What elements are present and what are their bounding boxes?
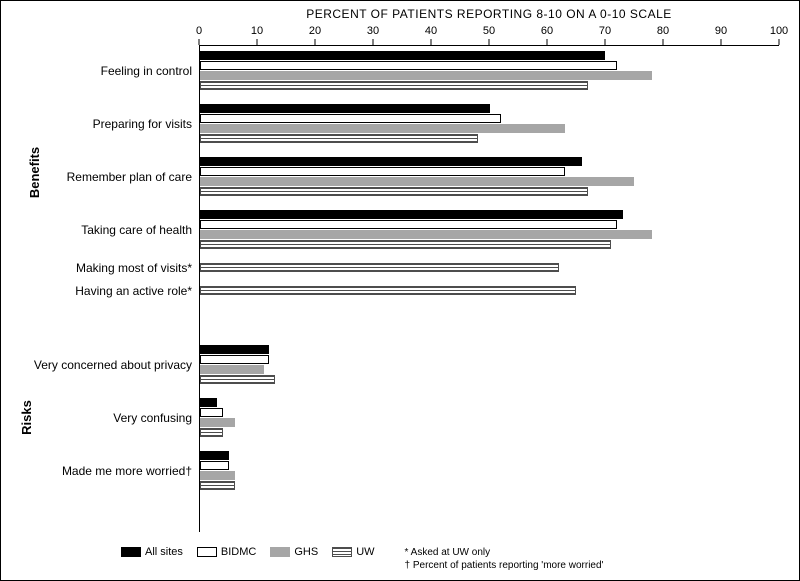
group-label: Very concerned about privacy — [32, 358, 200, 372]
bar-bidmc — [200, 114, 501, 123]
group-label: Preparing for visits — [32, 117, 200, 131]
bar-all — [200, 104, 490, 113]
group-label: Feeling in control — [32, 64, 200, 78]
bar-group: Very confusing — [200, 398, 779, 437]
bar-ghs — [200, 471, 235, 480]
bar-ghs — [200, 71, 652, 80]
bar-uw — [200, 286, 576, 295]
legend-label: All sites — [145, 546, 183, 558]
bar-all — [200, 345, 269, 354]
legend-footnotes: * Asked at UW only† Percent of patients … — [405, 546, 604, 572]
bar-all — [200, 398, 217, 407]
bar-group: Having an active role* — [200, 286, 779, 295]
x-tick-label: 50 — [483, 25, 495, 37]
bar-uw — [200, 134, 478, 143]
legend-swatch — [197, 547, 217, 557]
bar-all — [200, 51, 605, 60]
bar-bidmc — [200, 167, 565, 176]
legend-item: BIDMC — [197, 546, 256, 558]
bar-uw — [200, 428, 223, 437]
x-axis: 0102030405060708090100 — [199, 25, 779, 45]
bar-group: Remember plan of care — [200, 157, 779, 196]
x-tick-label: 40 — [425, 25, 437, 37]
bar-uw — [200, 81, 588, 90]
bar-uw — [200, 187, 588, 196]
bar-uw — [200, 481, 235, 490]
bar-ghs — [200, 365, 264, 374]
bar-group: Made me more worried† — [200, 451, 779, 490]
bar-uw — [200, 375, 275, 384]
chart-frame: PERCENT OF PATIENTS REPORTING 8-10 ON A … — [0, 0, 800, 581]
bar-all — [200, 157, 582, 166]
bar-ghs — [200, 124, 565, 133]
group-label: Taking care of health — [32, 223, 200, 237]
legend-item: UW — [332, 546, 374, 558]
bar-bidmc — [200, 220, 617, 229]
section-label: Benefits — [9, 165, 27, 180]
group-label: Remember plan of care — [32, 170, 200, 184]
footnote: * Asked at UW only — [405, 546, 604, 559]
bar-group: Taking care of health — [200, 210, 779, 249]
legend-swatch — [332, 547, 352, 557]
bar-bidmc — [200, 355, 269, 364]
bar-bidmc — [200, 408, 223, 417]
legend-label: GHS — [294, 546, 318, 558]
bar-bidmc — [200, 61, 617, 70]
group-label: Making most of visits* — [32, 261, 200, 275]
legend-label: BIDMC — [221, 546, 256, 558]
bar-group: Feeling in control — [200, 51, 779, 90]
x-tick-label: 0 — [196, 25, 202, 37]
legend-item: GHS — [270, 546, 318, 558]
bar-uw — [200, 263, 559, 272]
x-tick-label: 10 — [251, 25, 263, 37]
group-label: Very confusing — [32, 411, 200, 425]
legend-items: All sites BIDMC GHS UW — [121, 546, 375, 558]
legend: All sites BIDMC GHS UW * Asked at UW only† … — [121, 546, 779, 572]
x-tick-label: 70 — [599, 25, 611, 37]
bar-uw — [200, 240, 611, 249]
x-tick-label: 60 — [541, 25, 553, 37]
legend-swatch — [270, 547, 290, 557]
x-tick-label: 80 — [657, 25, 669, 37]
bar-all — [200, 210, 623, 219]
chart-title: PERCENT OF PATIENTS REPORTING 8-10 ON A … — [199, 7, 779, 21]
bar-group: Very concerned about privacy — [200, 345, 779, 384]
bar-ghs — [200, 418, 235, 427]
x-tick-label: 20 — [309, 25, 321, 37]
bar-group: Preparing for visits — [200, 104, 779, 143]
legend-label: UW — [356, 546, 374, 558]
footnote: † Percent of patients reporting 'more wo… — [405, 559, 604, 572]
section-label: Risks — [9, 410, 27, 425]
bar-ghs — [200, 177, 634, 186]
x-tick-label: 30 — [367, 25, 379, 37]
plot-area: Feeling in control Preparing for visits Re… — [199, 45, 779, 532]
x-tick-label: 100 — [770, 25, 788, 37]
legend-item: All sites — [121, 546, 183, 558]
bar-bidmc — [200, 461, 229, 470]
legend-swatch — [121, 547, 141, 557]
bar-ghs — [200, 230, 652, 239]
x-tick-label: 90 — [715, 25, 727, 37]
bar-all — [200, 451, 229, 460]
bar-group: Making most of visits* — [200, 263, 779, 272]
group-label: Made me more worried† — [32, 464, 200, 478]
group-label: Having an active role* — [32, 284, 200, 298]
